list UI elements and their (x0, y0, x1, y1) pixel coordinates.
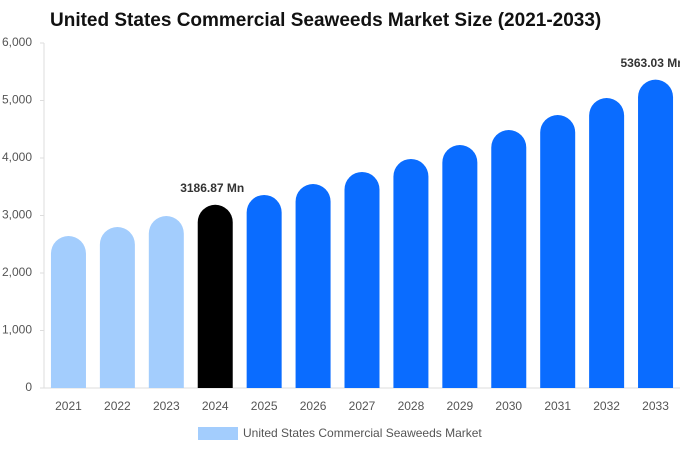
bar (99, 227, 135, 388)
legend-swatch (198, 427, 238, 440)
bar (344, 171, 380, 388)
bar (148, 216, 184, 388)
legend-label: United States Commercial Seaweeds Market (243, 426, 482, 440)
data-label: 5363.03 Mn (621, 56, 680, 70)
y-tick-label: 3,000 (2, 208, 32, 222)
x-tick-label: 2021 (55, 399, 82, 413)
x-tick-label: 2033 (642, 399, 669, 413)
y-tick-label: 5,000 (2, 93, 32, 107)
y-tick-label: 6,000 (2, 35, 32, 49)
bar (246, 194, 282, 388)
x-tick-label: 2031 (544, 399, 571, 413)
bar (197, 204, 233, 388)
chart-title: United States Commercial Seaweeds Market… (50, 10, 601, 31)
x-tick-label: 2029 (446, 399, 473, 413)
x-tick-label: 2022 (104, 399, 131, 413)
bar (393, 158, 429, 388)
x-tick-label: 2030 (495, 399, 522, 413)
bar (295, 183, 331, 388)
y-tick-label: 1,000 (2, 323, 32, 337)
bar (50, 236, 86, 388)
x-tick-label: 2026 (300, 399, 327, 413)
bar (638, 79, 674, 388)
x-tick-label: 2023 (153, 399, 180, 413)
x-tick-label: 2027 (349, 399, 376, 413)
y-tick-label: 2,000 (2, 265, 32, 279)
bar (540, 114, 576, 389)
bar (589, 98, 625, 388)
x-tick-label: 2024 (202, 399, 229, 413)
x-tick-label: 2028 (398, 399, 425, 413)
data-label: 3186.87 Mn (180, 181, 244, 195)
bar (491, 129, 527, 388)
y-tick-label: 0 (25, 380, 32, 394)
bar (442, 145, 478, 388)
x-tick-label: 2025 (251, 399, 278, 413)
x-tick-label: 2032 (593, 399, 620, 413)
y-tick-label: 4,000 (2, 150, 32, 164)
